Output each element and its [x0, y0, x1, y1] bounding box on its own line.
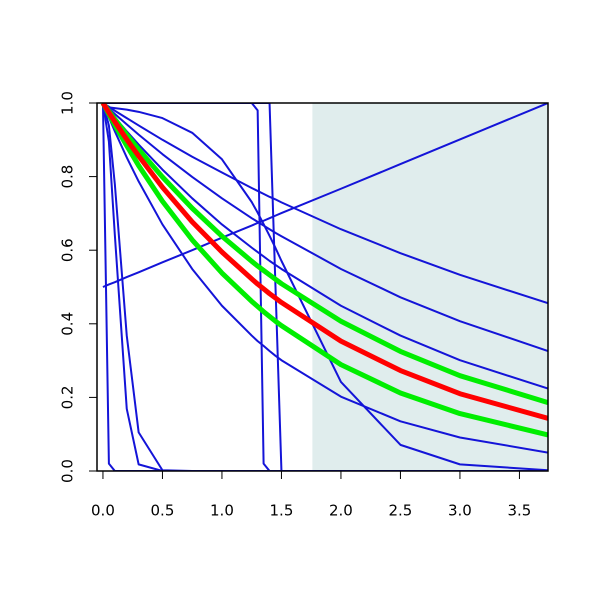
y-tick-label: 0.2	[59, 385, 77, 409]
y-tick-label: 0.8	[59, 165, 77, 189]
shaded-region	[312, 103, 548, 471]
x-tick-label: 0.5	[151, 502, 175, 520]
plot-lines	[100, 103, 548, 471]
series-line	[102, 103, 548, 305]
series-line	[100, 103, 548, 438]
series-line	[102, 103, 548, 352]
series-line	[102, 103, 548, 288]
x-tick-label: 3.0	[448, 502, 472, 520]
series-line	[101, 103, 548, 471]
y-tick-label: 1.0	[59, 91, 77, 115]
x-tick-label: 2.0	[329, 502, 353, 520]
series-line	[102, 103, 548, 471]
series-line	[102, 103, 548, 454]
y-tick-label: 0.6	[59, 238, 77, 262]
x-tick-label: 1.0	[210, 502, 234, 520]
x-tick-label: 3.5	[508, 502, 532, 520]
x-tick-label: 1.5	[270, 502, 294, 520]
y-tick-label: 0.0	[59, 459, 77, 483]
y-tick-label: 0.4	[59, 312, 77, 336]
x-tick-label: 0.0	[91, 502, 115, 520]
plot-frame	[96, 102, 549, 472]
series-line	[100, 103, 548, 421]
x-tick-label: 2.5	[389, 502, 413, 520]
series-line	[101, 103, 548, 471]
series-line	[102, 105, 548, 471]
